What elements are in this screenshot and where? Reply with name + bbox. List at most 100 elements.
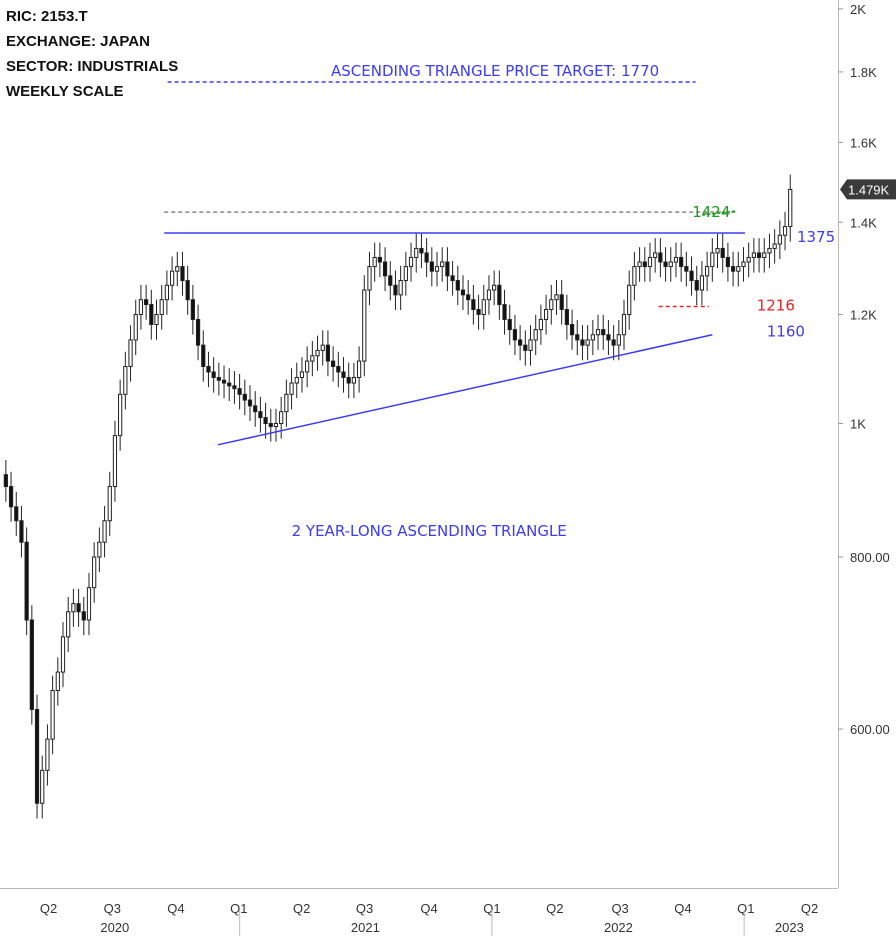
candle-body (414, 247, 419, 258)
candle (8, 471, 14, 522)
candle-body (762, 252, 767, 258)
candle-body (356, 360, 362, 378)
x-quarter-label: Q4 (674, 901, 691, 916)
candle-body (486, 289, 492, 301)
breakout-marker-line (702, 210, 736, 216)
candle-body (232, 385, 237, 390)
candle (45, 724, 50, 786)
candle (679, 242, 684, 282)
candle (756, 238, 762, 273)
candle-body (627, 284, 632, 315)
candle-body (751, 252, 756, 258)
candle (331, 346, 336, 382)
candle-body (782, 226, 788, 236)
candle (772, 229, 777, 264)
candle-body (341, 371, 346, 378)
candle (518, 325, 523, 361)
candle-body (518, 339, 523, 346)
candle (60, 622, 66, 688)
candle (268, 408, 273, 442)
last-price-badge-shape (840, 179, 896, 200)
candle-body (112, 435, 118, 488)
candle-body (481, 299, 486, 315)
candle-body (367, 266, 372, 291)
candle (112, 420, 118, 502)
y-tick-label: 1.6K (850, 135, 877, 150)
candle (128, 325, 133, 382)
candle (434, 251, 440, 287)
info-scale: WEEKLY SCALE (6, 83, 124, 100)
candle-body (346, 376, 351, 384)
candle-body (580, 339, 585, 346)
candle (320, 330, 325, 366)
candle (673, 242, 679, 278)
candle (575, 319, 580, 356)
candle (512, 314, 518, 356)
candle (621, 299, 627, 350)
candle (408, 242, 414, 282)
candle (741, 247, 746, 282)
candle (632, 251, 637, 301)
y-tick-label: 800.00 (850, 550, 890, 565)
x-quarter-label: Q2 (293, 901, 310, 916)
candle (299, 357, 305, 393)
candle (710, 238, 715, 282)
candle-body (60, 636, 66, 673)
candle (169, 256, 175, 301)
candle-body (730, 266, 736, 272)
candle (356, 346, 362, 393)
candle (445, 247, 450, 291)
candle (606, 319, 611, 356)
candle-body (637, 261, 642, 268)
candle-body (689, 270, 694, 282)
candle (471, 284, 476, 325)
candle-body (398, 280, 403, 296)
candle-body (92, 556, 97, 589)
candle-body (621, 313, 627, 336)
candle (367, 251, 372, 306)
candle (92, 542, 97, 603)
candle (543, 294, 549, 335)
candle (40, 755, 45, 819)
candle (55, 657, 60, 706)
candle-body (211, 371, 216, 378)
candle (382, 247, 388, 291)
candle (554, 280, 559, 315)
annotation-label: 2 YEAR-LONG ASCENDING TRIANGLE (292, 522, 567, 540)
candle (362, 275, 367, 377)
candle-body (169, 270, 175, 286)
candle (424, 238, 429, 278)
candle-body (315, 349, 320, 357)
candle-body (746, 256, 751, 263)
candle (175, 251, 180, 287)
candle-body (66, 611, 71, 638)
last-price-badge: 1.479K (840, 179, 896, 200)
candle-body (40, 769, 45, 804)
candle (195, 304, 201, 361)
candle-body (19, 520, 24, 543)
candle-body (86, 587, 92, 621)
annotation-label: 1160 (767, 323, 805, 341)
candle-body (185, 280, 190, 301)
candle (393, 270, 398, 310)
candle (627, 270, 632, 330)
candle (3, 459, 8, 502)
candle-body (658, 252, 663, 263)
candle (595, 314, 601, 350)
candle (315, 335, 320, 371)
candle-body (180, 266, 185, 282)
candle-body (549, 299, 554, 310)
candle-body (585, 339, 590, 346)
candle-body (632, 266, 637, 286)
candle-body (305, 360, 310, 373)
x-quarter-label: Q4 (420, 901, 437, 916)
candle (263, 402, 268, 439)
x-quarter-label: Q2 (801, 901, 818, 916)
candle (746, 242, 751, 278)
candle-body (533, 329, 538, 341)
candle (502, 289, 507, 335)
candle (455, 265, 460, 306)
candle-body (788, 188, 793, 228)
candle-body (466, 294, 471, 301)
